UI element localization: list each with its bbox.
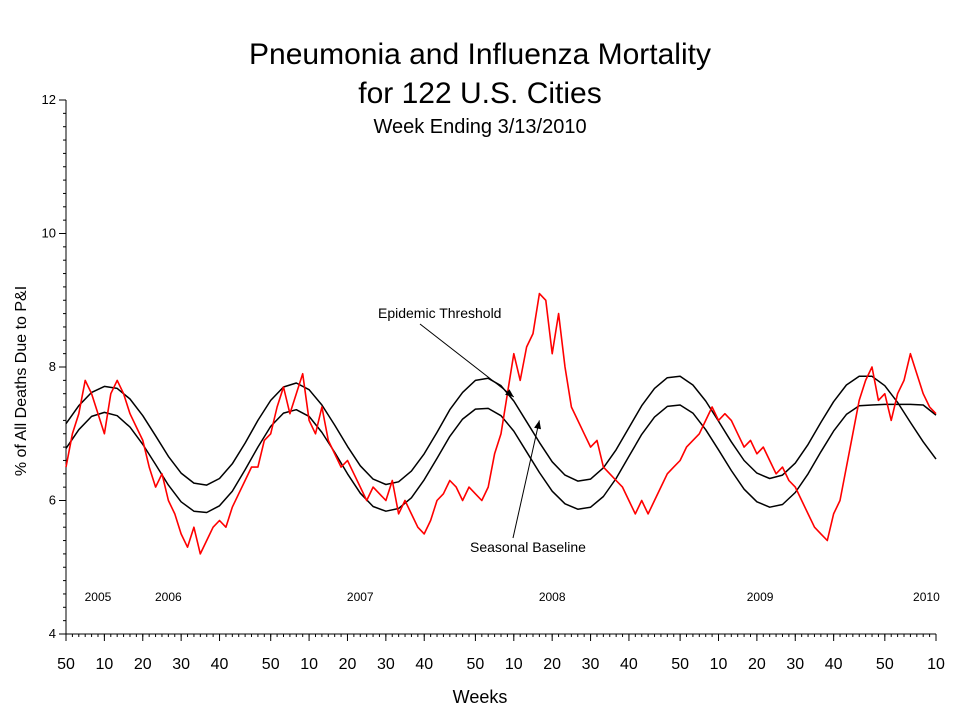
year-label: 2007 [347, 590, 374, 604]
chart-ticks: 4 6 8 10 12 50 10 20 30 40 50 10 20 30 40 50 10 20 30 40 50 1… [42, 92, 945, 673]
epidemic-threshold-arrowhead [505, 389, 514, 397]
x-tick-label: 10 [300, 656, 318, 673]
chart-annotations: Epidemic Threshold Seasonal Baseline [378, 305, 586, 555]
epidemic-threshold-label: Epidemic Threshold [378, 305, 501, 321]
y-tick-label: 6 [49, 493, 56, 508]
x-tick-label: 20 [543, 656, 561, 673]
chart-series [65, 292, 937, 555]
x-tick-label: 30 [377, 656, 395, 673]
x-tick-label: 30 [582, 656, 600, 673]
x-tick-label: 40 [415, 656, 433, 673]
y-tick-label: 12 [42, 92, 56, 107]
x-tick-label: 40 [825, 656, 843, 673]
x-tick-label: 50 [671, 656, 689, 673]
chart-title-line2: for 122 U.S. Cities [358, 77, 602, 110]
chart-subtitle: Week Ending 3/13/2010 [373, 116, 587, 138]
x-tick-label: 50 [467, 656, 485, 673]
x-tick-label: 50 [57, 656, 75, 673]
x-tick-label: 10 [95, 656, 113, 673]
chart-title: Pneumonia and Influenza Mortality [249, 38, 711, 71]
x-axis-label: Weeks [452, 687, 508, 707]
x-tick-label: 30 [786, 656, 804, 673]
x-tick-label: 30 [172, 656, 190, 673]
year-label: 2010 [913, 590, 940, 604]
x-tick-label: 20 [134, 656, 152, 673]
seasonal-baseline-leader [512, 420, 540, 539]
x-tick-label: 50 [262, 656, 280, 673]
x-tick-label: 10 [505, 656, 523, 673]
y-tick-label: 8 [49, 359, 56, 374]
epidemic-threshold-line [65, 375, 937, 486]
x-tick-label: 10 [710, 656, 728, 673]
x-tick-label: 50 [876, 656, 894, 673]
year-label: 2006 [155, 590, 182, 604]
epidemic-threshold-leader [419, 323, 515, 398]
x-tick-label: 40 [211, 656, 229, 673]
year-label: 2008 [539, 590, 566, 604]
pi-mortality-line [65, 292, 937, 555]
seasonal-baseline-arrowhead [534, 420, 541, 430]
y-tick-label: 10 [42, 226, 56, 241]
y-tick-label: 4 [49, 626, 56, 641]
seasonal-baseline-line [65, 403, 937, 514]
x-tick-label: 40 [620, 656, 638, 673]
x-tick-label: 20 [339, 656, 357, 673]
x-tick-label: 10 [927, 656, 945, 673]
year-label: 2009 [747, 590, 774, 604]
seasonal-baseline-label: Seasonal Baseline [470, 539, 586, 555]
year-label: 2005 [85, 590, 112, 604]
x-tick-label: 20 [748, 656, 766, 673]
